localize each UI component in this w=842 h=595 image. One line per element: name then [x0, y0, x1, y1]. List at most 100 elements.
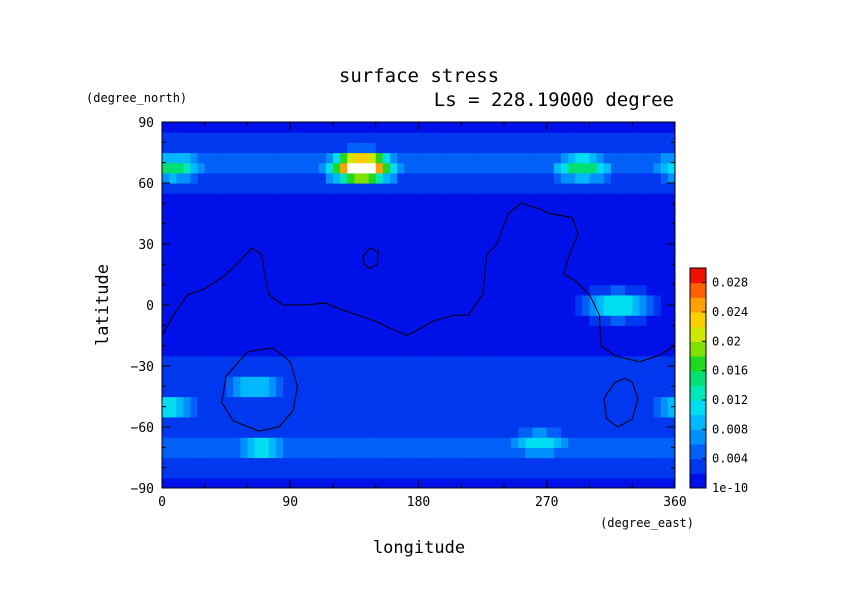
field-cell [596, 223, 605, 235]
field-cell [553, 467, 562, 479]
field-cell [582, 396, 591, 408]
field-cell [333, 223, 341, 235]
field-cell [254, 193, 263, 204]
field-cell [618, 223, 626, 235]
field-cell [468, 233, 477, 245]
field-cell [454, 142, 462, 154]
field-cell [340, 345, 348, 357]
field-cell [311, 203, 320, 215]
stress-field [162, 122, 675, 488]
field-cell [618, 406, 626, 418]
field-cell [311, 213, 320, 225]
field-cell [325, 264, 334, 276]
field-cell [461, 254, 469, 265]
field-cell [404, 305, 412, 316]
field-cell [390, 427, 398, 438]
colorbar-label: 0.024 [712, 305, 748, 319]
field-cell [575, 223, 583, 235]
field-cell [618, 335, 626, 347]
field-cell [447, 152, 455, 164]
field-cell [568, 172, 576, 184]
field-cell [361, 457, 370, 469]
field-cell [361, 406, 370, 418]
field-cell [226, 386, 234, 398]
field-cell [197, 223, 206, 235]
field-cell [390, 264, 398, 276]
field-cell [190, 366, 199, 377]
field-cell [233, 152, 241, 164]
field-cell [318, 122, 327, 133]
field-cell [176, 457, 184, 469]
field-cell [575, 172, 583, 184]
field-cell [447, 447, 455, 459]
field-cell [596, 376, 605, 387]
field-cell [667, 467, 675, 479]
field-cell [162, 274, 170, 286]
field-cell [354, 335, 363, 347]
field-cell [226, 223, 234, 235]
field-cell [518, 376, 526, 387]
field-cell [482, 203, 491, 215]
field-cell [333, 254, 341, 265]
field-cell [646, 345, 655, 357]
x-tick-label: 90 [282, 495, 298, 510]
field-cell [539, 386, 548, 398]
field-cell [632, 254, 640, 265]
field-cell [411, 396, 420, 408]
field-cell [454, 203, 462, 215]
field-cell [290, 254, 298, 265]
field-cell [539, 162, 548, 174]
field-cell [240, 203, 249, 215]
field-cell [639, 132, 648, 143]
field-cell [660, 223, 669, 235]
field-cell [397, 233, 405, 245]
field-cell [240, 122, 249, 133]
field-cell [375, 203, 384, 215]
field-cell [610, 416, 619, 428]
field-cell [553, 457, 562, 469]
field-cell [404, 274, 412, 286]
x-axis-ticks: 0 90 180 270 360 [158, 122, 687, 510]
field-cell [204, 345, 213, 357]
field-cell [190, 122, 199, 133]
field-cell [361, 335, 370, 347]
field-cell [226, 142, 234, 154]
contour-line [362, 247, 380, 269]
field-cell [368, 406, 377, 418]
field-cell [297, 305, 306, 316]
field-cell [610, 233, 619, 245]
field-cell [304, 213, 313, 225]
field-cell [226, 437, 234, 448]
field-cell [461, 213, 469, 225]
field-cell [496, 152, 505, 164]
field-cell [418, 132, 427, 143]
field-cell [439, 396, 448, 408]
field-cell [454, 294, 462, 306]
field-cell [625, 376, 633, 387]
field-cell [297, 213, 306, 225]
field-cell [411, 284, 420, 296]
field-cell [447, 274, 455, 286]
field-cell [468, 213, 477, 225]
field-cell [411, 274, 420, 286]
field-cell [368, 172, 377, 184]
field-cell [226, 355, 234, 367]
field-cell [589, 294, 598, 306]
field-cell [411, 233, 420, 245]
field-cell [190, 142, 199, 154]
field-cell [511, 274, 519, 286]
field-cell [425, 254, 434, 265]
field-cell [247, 213, 256, 225]
field-cell [461, 416, 469, 428]
field-cell [667, 244, 675, 255]
field-cell [390, 274, 398, 286]
field-cell [646, 427, 655, 438]
field-cell [625, 325, 633, 337]
field-cell [190, 254, 199, 265]
field-cell [268, 284, 277, 296]
field-cell [318, 345, 327, 357]
field-cell [347, 305, 355, 316]
field-cell [347, 294, 355, 306]
field-cell [518, 193, 526, 204]
field-cell [667, 233, 675, 245]
